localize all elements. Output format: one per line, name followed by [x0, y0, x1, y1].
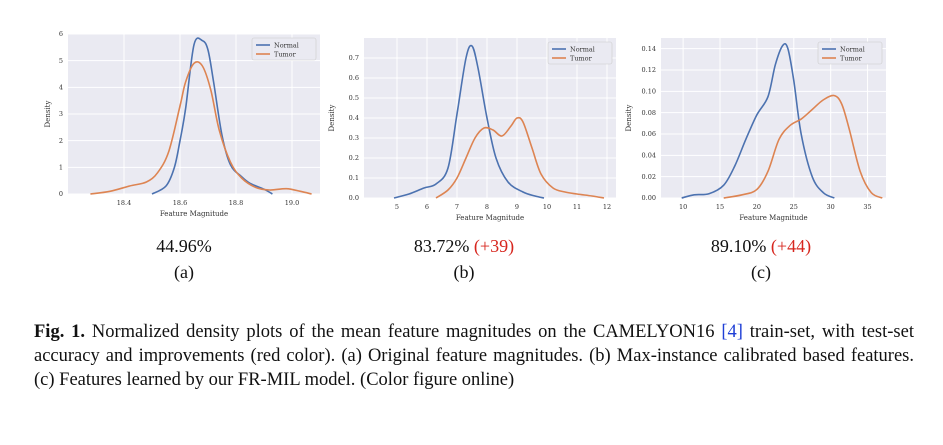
y-axis-label: Density	[625, 105, 633, 132]
legend-label: Tumor	[570, 54, 593, 62]
score-value: 89.10%	[710, 236, 767, 256]
legend-label: Normal	[274, 41, 299, 49]
x-tick-label: 19.0	[285, 199, 299, 207]
y-tick-label: 0.5	[349, 94, 359, 102]
x-tick-label: 30	[827, 203, 835, 211]
y-tick-label: 0.6	[349, 74, 359, 82]
x-tick-label: 18.4	[117, 199, 131, 207]
plot-0: 18.4 18.6 18.8 19.0 0 1 2 3 4 5 6 Feature Magnitude…	[44, 30, 320, 218]
accuracy-score-b: 83.72% (+39)	[344, 236, 584, 257]
y-tick-label: 0.0	[349, 194, 359, 202]
x-tick-label: 25	[790, 203, 798, 211]
y-tick-label: 0.1	[349, 174, 359, 182]
score-improvement: (+39)	[473, 236, 515, 256]
x-tick-label: 9	[515, 203, 519, 211]
y-tick-label: 6	[59, 30, 63, 38]
y-tick-label: 0.4	[349, 114, 359, 122]
score-value: 44.96%	[156, 236, 212, 256]
y-tick-label: 0.14	[642, 45, 656, 53]
y-tick-label: 0.7	[349, 54, 359, 62]
plot-2: 10 15 20 25 30 35 0.00 0.02 0.04 0.06 0.08 0.10 0.12…	[625, 38, 886, 222]
plot-1: 5 6 7 8 9 10 11 12 0.0 0.1 0.2 0.3 0.4 0.5 0.6 0.7 Featu…	[328, 38, 616, 222]
x-tick-label: 7	[455, 203, 459, 211]
y-tick-label: 0.12	[642, 66, 656, 74]
accuracy-score-c: 89.10% (+44)	[641, 236, 881, 257]
y-tick-label: 0.08	[642, 109, 656, 117]
y-tick-label: 3	[59, 110, 63, 118]
x-tick-label: 10	[679, 203, 687, 211]
x-tick-label: 12	[603, 203, 611, 211]
panel-label-a: (a)	[174, 262, 194, 282]
y-tick-label: 0.02	[642, 173, 656, 181]
x-tick-label: 35	[863, 203, 871, 211]
y-tick-label: 0.06	[642, 130, 656, 138]
y-tick-label: 4	[59, 84, 63, 92]
score-improvement: (+44)	[770, 236, 812, 256]
x-tick-label: 11	[573, 203, 581, 211]
series-line-tumor	[90, 61, 312, 195]
series-line-normal	[393, 44, 545, 199]
y-tick-label: 0.2	[349, 154, 359, 162]
series-line-tumor	[723, 94, 883, 199]
legend-label: Tumor	[840, 54, 863, 62]
caption-text-1: Normalized density plots of the mean fea…	[85, 322, 722, 342]
citation-link[interactable]: [4]	[721, 322, 743, 342]
y-tick-label: 0.3	[349, 134, 359, 142]
legend-label: Tumor	[274, 50, 297, 58]
y-tick-label: 0.10	[642, 88, 656, 96]
x-tick-label: 15	[716, 203, 724, 211]
x-axis-label: Feature Magnitude	[739, 214, 807, 222]
figure-caption: Fig. 1. Normalized density plots of the …	[34, 320, 914, 392]
y-tick-label: 5	[59, 57, 63, 65]
x-tick-label: 20	[753, 203, 761, 211]
series-line-tumor	[435, 116, 605, 199]
legend-label: Normal	[840, 45, 865, 53]
series-line-normal	[681, 42, 835, 199]
y-tick-label: 0	[59, 190, 63, 198]
accuracy-score-a: 44.96%	[64, 236, 304, 257]
y-tick-label: 1	[59, 164, 63, 172]
score-value: 83.72%	[413, 236, 470, 256]
y-tick-label: 0.04	[642, 152, 656, 160]
series-line-normal	[151, 37, 273, 195]
legend-label: Normal	[570, 45, 595, 53]
figure-number: Fig. 1.	[34, 322, 86, 342]
y-axis-label: Density	[328, 105, 336, 132]
plot-background	[661, 38, 886, 198]
panel-label-b: (b)	[453, 262, 475, 282]
panel-label-c: (c)	[751, 262, 771, 282]
x-tick-label: 6	[425, 203, 429, 211]
x-tick-label: 18.6	[173, 199, 187, 207]
x-axis-label: Feature Magnitude	[160, 210, 228, 218]
y-axis-label: Density	[44, 101, 52, 128]
caption-text-2: train-set, with test-set accuracy and im…	[34, 322, 914, 390]
x-tick-label: 5	[395, 203, 399, 211]
x-tick-label: 18.8	[229, 199, 243, 207]
y-tick-label: 2	[59, 137, 63, 145]
x-axis-label: Feature Magnitude	[456, 214, 524, 222]
x-tick-label: 10	[543, 203, 551, 211]
y-tick-label: 0.00	[642, 194, 656, 202]
x-tick-label: 8	[485, 203, 489, 211]
